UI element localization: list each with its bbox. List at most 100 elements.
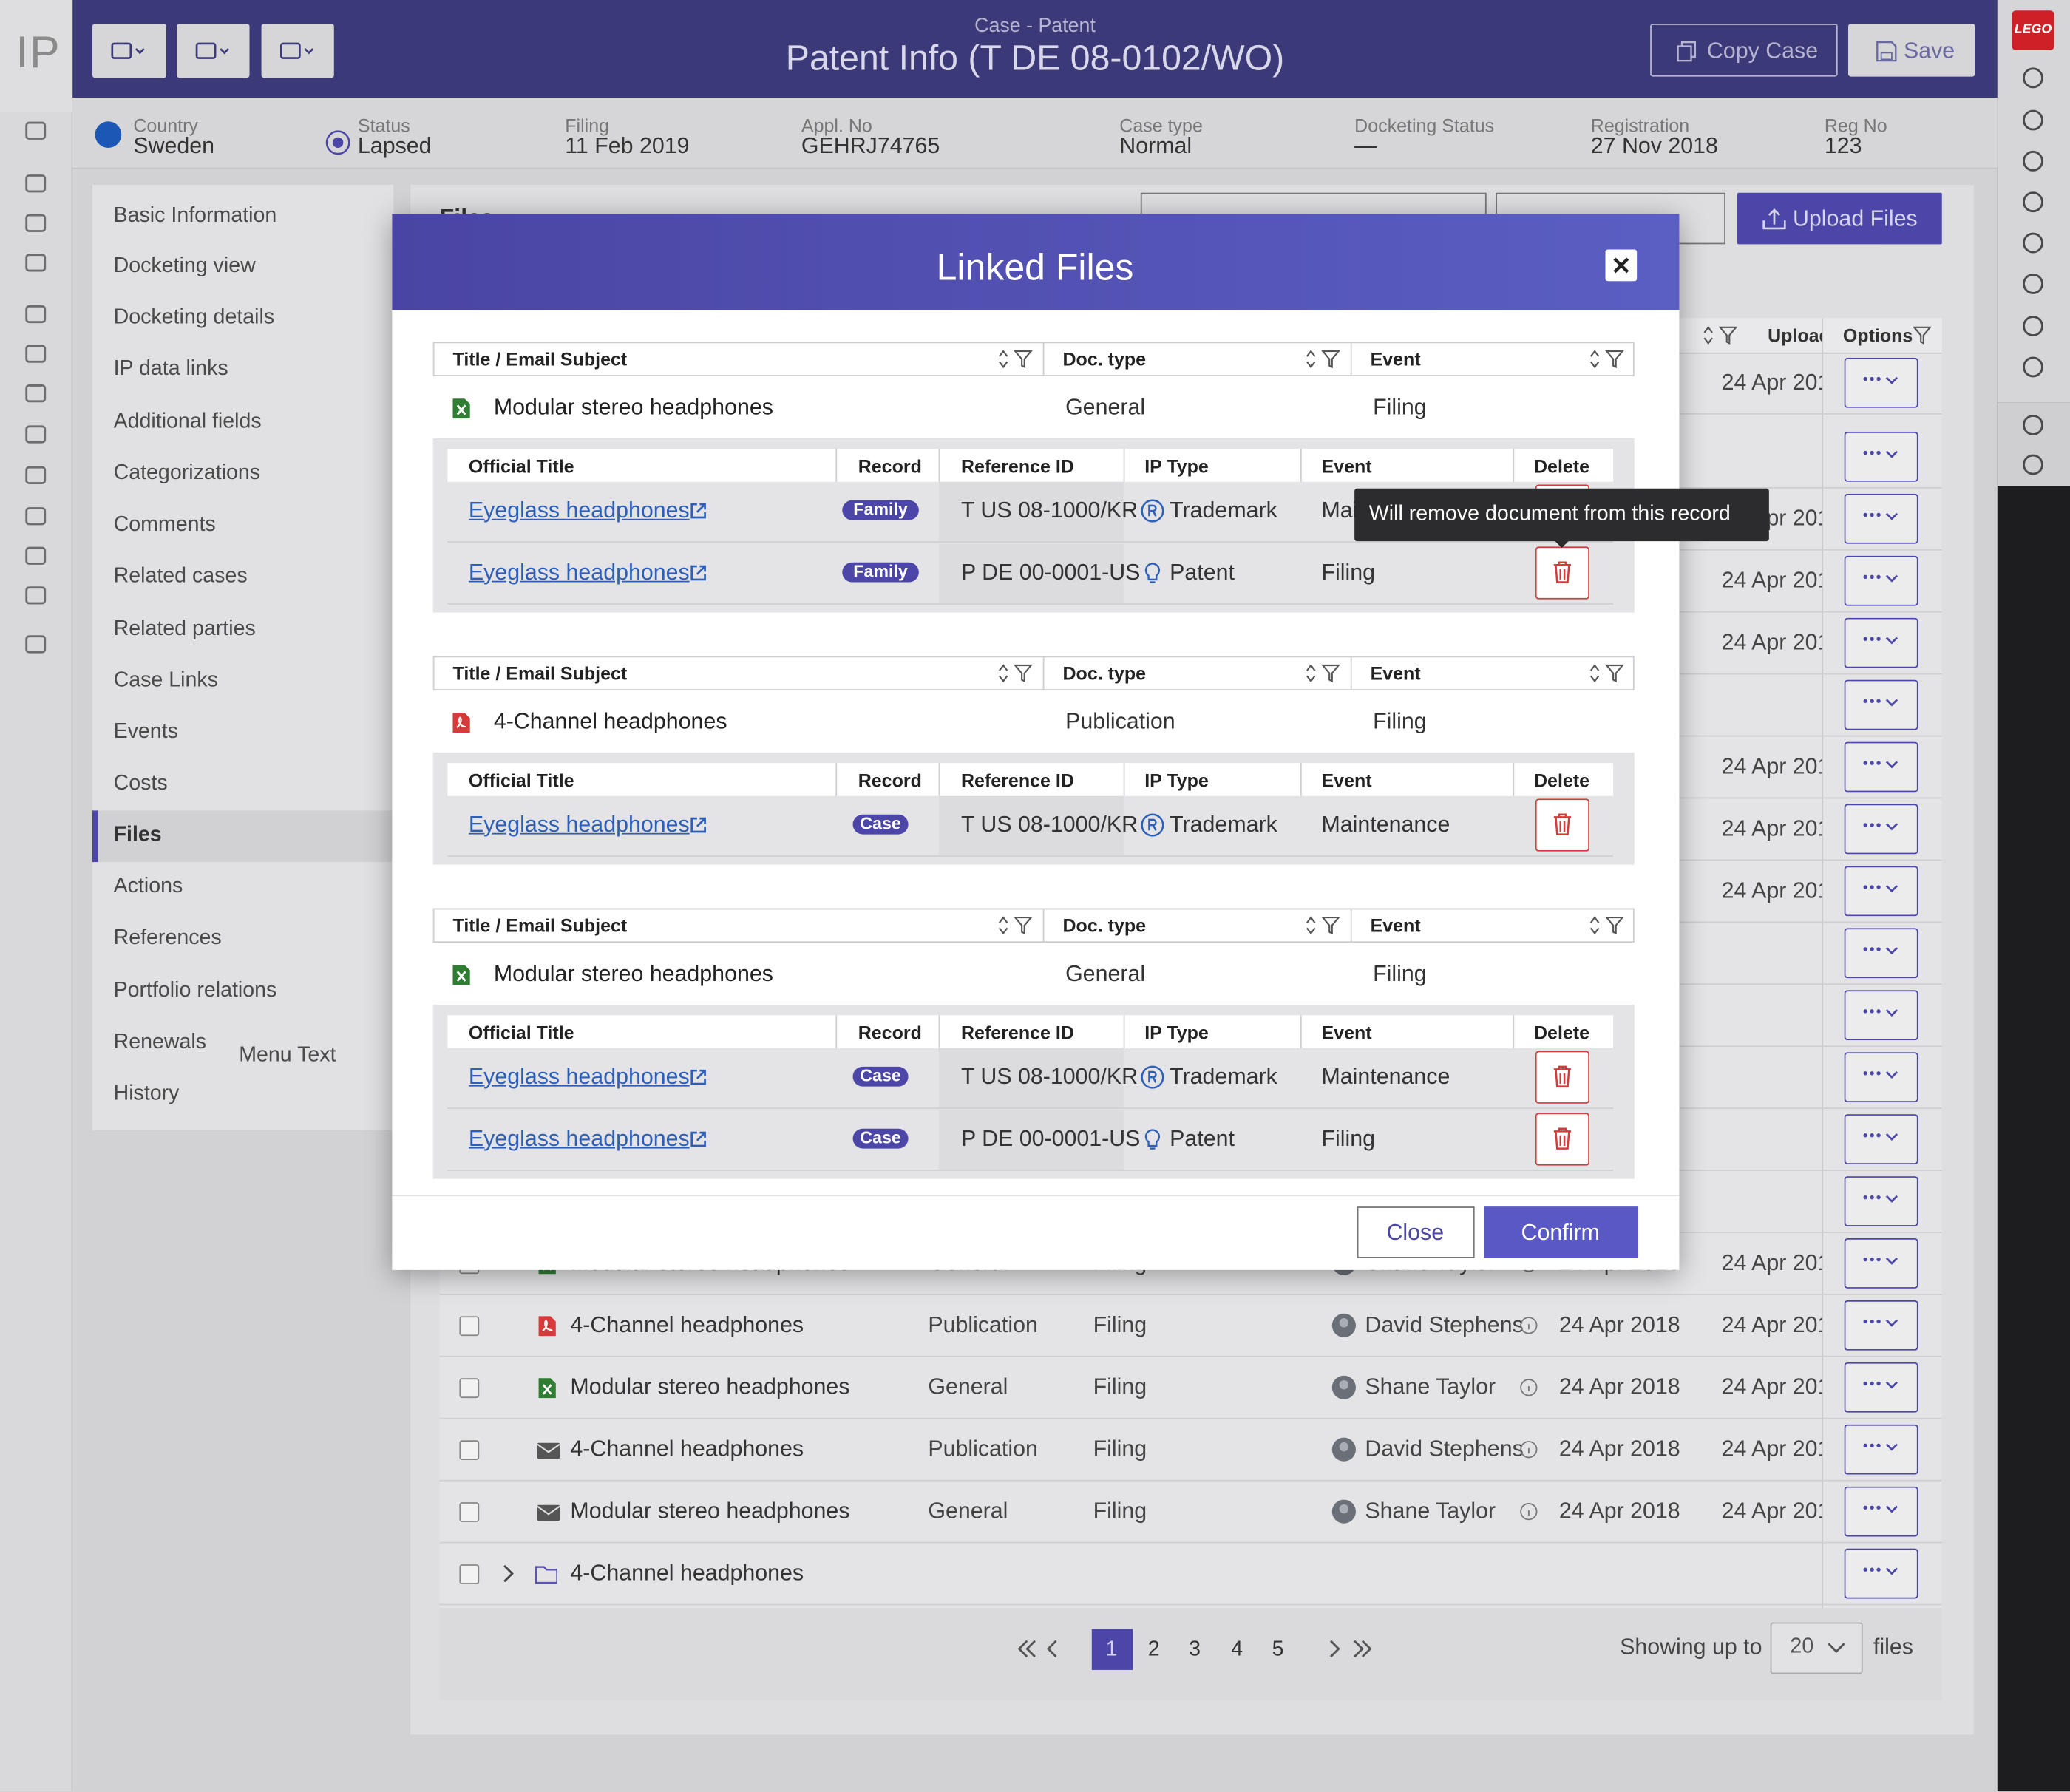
options-button[interactable]	[1844, 1052, 1918, 1103]
nav-item[interactable]: Case Links	[113, 670, 218, 693]
options-button[interactable]	[1844, 555, 1918, 606]
right-bar-icon[interactable]	[2021, 314, 2045, 338]
confirm-button[interactable]	[1484, 1206, 1639, 1258]
sidebar-icon[interactable]	[22, 544, 49, 568]
nav-item[interactable]: Docketing view	[113, 255, 256, 278]
right-bar-icon[interactable]	[2021, 413, 2045, 437]
page-number[interactable]: 3	[1189, 1638, 1201, 1662]
page-number[interactable]: 4	[1231, 1638, 1243, 1662]
sidebar-icon[interactable]	[22, 172, 49, 195]
external-link-icon[interactable]	[689, 502, 707, 520]
external-link-icon[interactable]	[689, 816, 707, 835]
options-button[interactable]	[1844, 1238, 1918, 1289]
nav-item[interactable]: References	[113, 927, 222, 950]
page-number[interactable]: 1	[1105, 1638, 1118, 1662]
options-button[interactable]	[1844, 679, 1918, 730]
sort-filter-icon[interactable]	[1304, 664, 1341, 683]
nav-item[interactable]: Docketing details	[113, 306, 275, 330]
row-checkbox[interactable]	[459, 1316, 480, 1337]
copy-button[interactable]	[1650, 24, 1838, 77]
file-title[interactable]: Modular stereo headphones	[570, 1374, 850, 1399]
right-bar-icon[interactable]	[2021, 149, 2045, 173]
info-icon[interactable]	[1519, 1378, 1538, 1396]
file-title[interactable]: 4-Channel headphones	[570, 1311, 804, 1337]
info-icon[interactable]	[1519, 1502, 1538, 1521]
file-title[interactable]: 4-Channel headphones	[570, 1560, 804, 1586]
options-button[interactable]	[1844, 804, 1918, 855]
delete-button[interactable]	[1535, 1113, 1589, 1166]
filter-icon[interactable]	[1913, 326, 1932, 345]
sort-filter-icon[interactable]	[1304, 916, 1341, 935]
official-title-link[interactable]: Eyeglass headphones	[468, 811, 690, 837]
nav-item[interactable]: Costs	[113, 773, 168, 795]
delete-button[interactable]	[1535, 798, 1589, 852]
options-button[interactable]	[1844, 617, 1918, 668]
sidebar-icon[interactable]	[22, 251, 49, 274]
sort-filter-icon[interactable]	[997, 916, 1034, 935]
nav-item[interactable]: Portfolio relations	[113, 980, 277, 1003]
options-button[interactable]	[1844, 1114, 1918, 1164]
external-link-icon[interactable]	[689, 564, 707, 583]
nav-item[interactable]: Events	[113, 721, 178, 744]
right-bar-icon[interactable]	[2021, 272, 2045, 296]
sidebar-icon[interactable]	[22, 504, 49, 528]
page-prev[interactable]	[1014, 1638, 1066, 1660]
sidebar-icon[interactable]	[22, 381, 49, 405]
right-bar-icon[interactable]	[2021, 66, 2045, 89]
expand-icon[interactable]	[499, 1563, 518, 1584]
file-title[interactable]: Modular stereo headphones	[570, 1498, 850, 1524]
options-button[interactable]	[1844, 1176, 1918, 1226]
save-button[interactable]	[1848, 24, 1975, 77]
sidebar-icon[interactable]	[22, 583, 49, 607]
nav-item[interactable]: IP data links	[113, 358, 228, 381]
options-button[interactable]	[1844, 1486, 1918, 1537]
official-title-link[interactable]: Eyeglass headphones	[468, 1125, 690, 1151]
options-button[interactable]	[1844, 1300, 1918, 1351]
sidebar-icon[interactable]	[22, 119, 49, 143]
file-title[interactable]: 4-Channel headphones	[570, 1436, 804, 1462]
sort-filter-icon[interactable]	[1702, 326, 1739, 345]
options-button[interactable]	[1844, 357, 1918, 408]
nav-item[interactable]: Actions	[113, 875, 183, 898]
right-bar-icon[interactable]	[2021, 355, 2045, 379]
options-button[interactable]	[1844, 1424, 1918, 1475]
nav-item[interactable]: Comments	[113, 514, 216, 537]
options-button[interactable]	[1844, 928, 1918, 979]
row-checkbox[interactable]	[459, 1440, 480, 1460]
sort-filter-icon[interactable]	[997, 350, 1034, 369]
modal-close[interactable]	[1605, 249, 1638, 282]
options-button[interactable]	[1844, 1548, 1918, 1599]
sort-filter-icon[interactable]	[1588, 350, 1625, 369]
official-title-link[interactable]: Eyeglass headphones	[468, 497, 690, 523]
nav-item[interactable]: Related parties	[113, 618, 256, 641]
nav-item[interactable]: Files	[113, 824, 162, 847]
delete-button[interactable]	[1535, 546, 1589, 600]
sidebar-icon[interactable]	[22, 211, 49, 235]
options-button[interactable]	[1844, 431, 1918, 482]
row-checkbox[interactable]	[459, 1378, 480, 1399]
options-button[interactable]	[1844, 741, 1918, 793]
sidebar-icon[interactable]	[22, 632, 49, 656]
sidebar-icon[interactable]	[22, 422, 49, 446]
nav-item[interactable]: Related cases	[113, 565, 248, 588]
sort-filter-icon[interactable]	[1588, 664, 1625, 683]
sidebar-icon[interactable]	[22, 302, 49, 326]
header-icon-button[interactable]	[261, 24, 334, 78]
right-bar-icon[interactable]	[2021, 231, 2045, 255]
right-bar-icon[interactable]	[2021, 108, 2045, 132]
nav-item[interactable]: History	[113, 1082, 180, 1106]
options-button[interactable]	[1844, 1362, 1918, 1413]
header-icon-button[interactable]	[92, 24, 166, 78]
row-checkbox[interactable]	[459, 1564, 480, 1584]
official-title-link[interactable]: Eyeglass headphones	[468, 1063, 690, 1089]
page-size-select[interactable]	[1770, 1622, 1863, 1674]
nav-item[interactable]: Basic Information	[113, 205, 277, 228]
upload-button[interactable]	[1737, 192, 1942, 245]
sidebar-icon[interactable]	[22, 464, 49, 487]
page-number[interactable]: 5	[1272, 1638, 1284, 1662]
nav-item[interactable]: Additional fields	[113, 411, 262, 434]
sort-filter-icon[interactable]	[997, 664, 1034, 683]
options-button[interactable]	[1844, 493, 1918, 544]
row-checkbox[interactable]	[459, 1502, 480, 1522]
info-icon[interactable]	[1519, 1316, 1538, 1334]
